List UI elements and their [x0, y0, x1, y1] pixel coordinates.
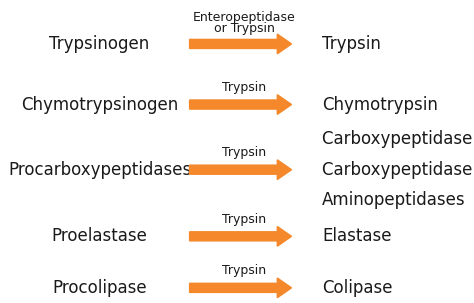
FancyArrow shape [190, 278, 292, 298]
Text: Chymotrypsin: Chymotrypsin [322, 95, 438, 114]
FancyArrow shape [190, 95, 292, 114]
Text: Procarboxypeptidases: Procarboxypeptidases [8, 161, 191, 179]
Text: Elastase: Elastase [322, 227, 392, 245]
Text: Proelastase: Proelastase [52, 227, 147, 245]
FancyArrow shape [190, 227, 292, 246]
Text: Trypsin: Trypsin [222, 264, 266, 277]
Text: Trypsin: Trypsin [222, 81, 266, 94]
Text: Carboxypeptidase B: Carboxypeptidase B [322, 161, 474, 179]
Text: Trypsin: Trypsin [222, 146, 266, 159]
Text: Enteropeptidase: Enteropeptidase [193, 11, 295, 24]
Text: or Trypsin: or Trypsin [214, 22, 274, 35]
Text: Carboxypeptidase A: Carboxypeptidase A [322, 130, 474, 148]
Text: Trypsin: Trypsin [222, 213, 266, 226]
Text: Trypsinogen: Trypsinogen [49, 35, 150, 53]
Text: Colipase: Colipase [322, 279, 393, 297]
Text: Procolipase: Procolipase [52, 279, 147, 297]
Text: Chymotrypsinogen: Chymotrypsinogen [21, 95, 178, 114]
Text: Aminopeptidases: Aminopeptidases [322, 191, 466, 209]
FancyArrow shape [190, 160, 292, 179]
Text: Trypsin: Trypsin [322, 35, 381, 53]
FancyArrow shape [190, 34, 292, 54]
